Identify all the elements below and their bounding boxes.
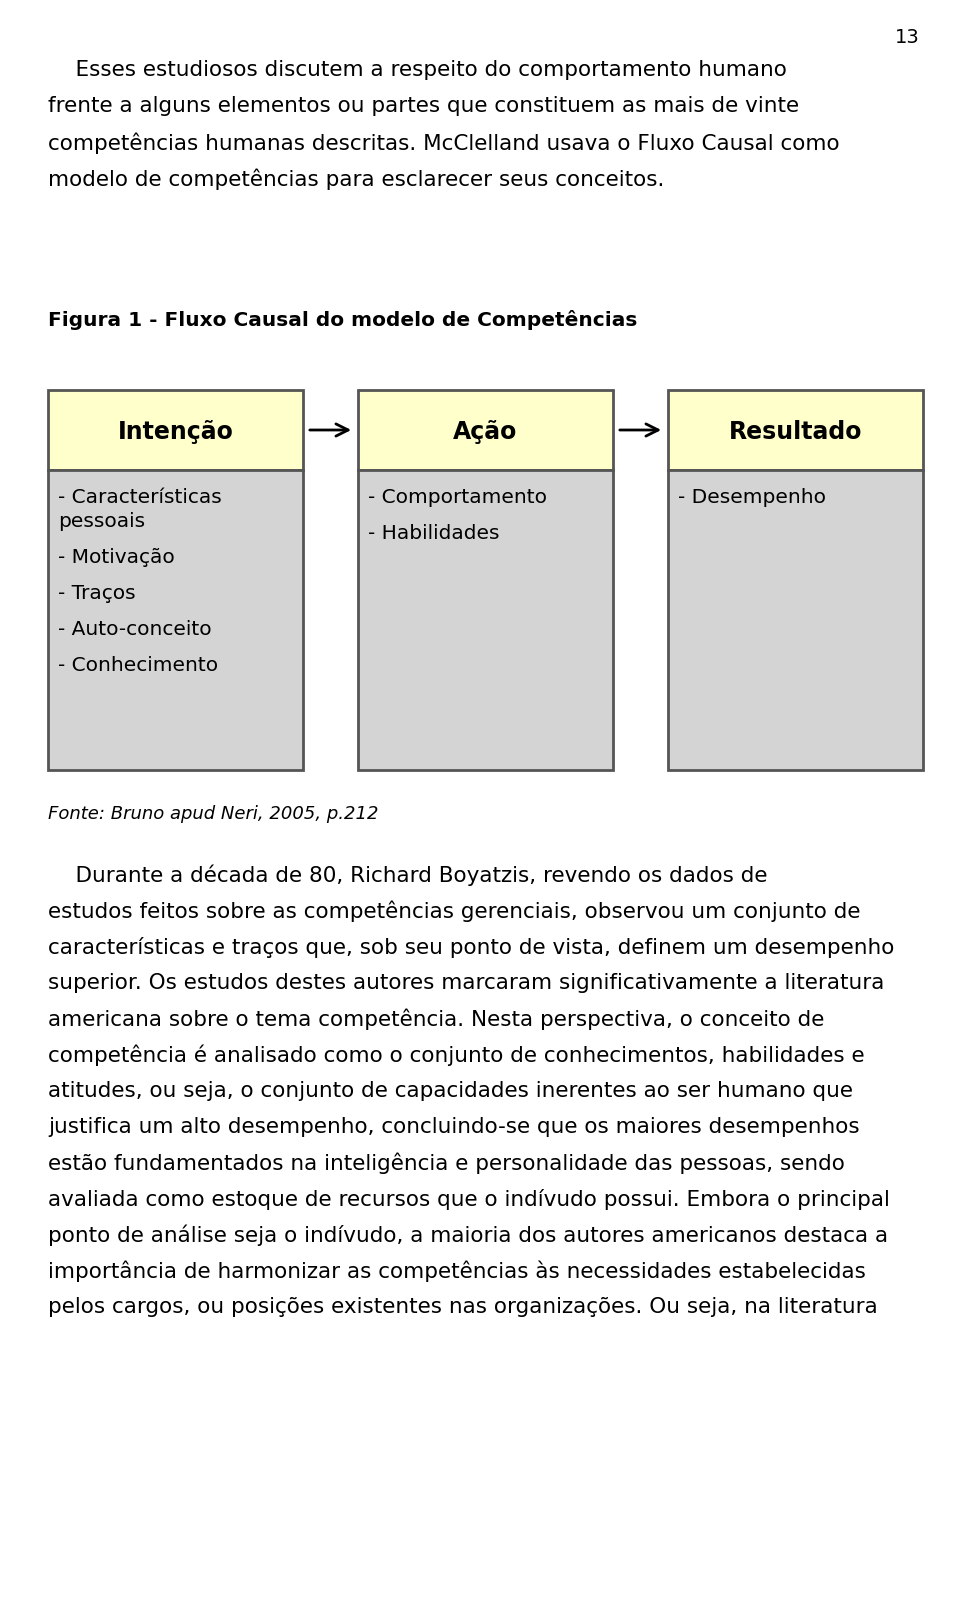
Text: atitudes, ou seja, o conjunto de capacidades inerentes ao ser humano que: atitudes, ou seja, o conjunto de capacid… (48, 1082, 853, 1101)
Text: superior. Os estudos destes autores marcaram significativamente a literatura: superior. Os estudos destes autores marc… (48, 972, 884, 993)
Text: 13: 13 (896, 27, 920, 47)
Text: Durante a década de 80, Richard Boyatzis, revendo os dados de: Durante a década de 80, Richard Boyatzis… (48, 865, 767, 887)
Text: estudos feitos sobre as competências gerenciais, observou um conjunto de: estudos feitos sobre as competências ger… (48, 902, 860, 922)
Text: Fonte: Bruno apud Neri, 2005, p.212: Fonte: Bruno apud Neri, 2005, p.212 (48, 805, 378, 823)
Bar (48, 391, 303, 469)
Bar (358, 469, 613, 770)
Text: ponto de análise seja o indívudo, a maioria dos autores americanos destaca a: ponto de análise seja o indívudo, a maio… (48, 1225, 888, 1247)
Bar (358, 391, 613, 469)
Text: características e traços que, sob seu ponto de vista, definem um desempenho: características e traços que, sob seu po… (48, 937, 895, 958)
Text: - Habilidades: - Habilidades (368, 524, 499, 543)
Text: - Desempenho: - Desempenho (678, 489, 826, 506)
Text: - Traços: - Traços (58, 583, 135, 603)
Text: pelos cargos, ou posições existentes nas organizações. Ou seja, na literatura: pelos cargos, ou posições existentes nas… (48, 1297, 877, 1318)
Text: americana sobre o tema competência. Nesta perspectiva, o conceito de: americana sobre o tema competência. Nest… (48, 1009, 825, 1030)
Text: - Conhecimento: - Conhecimento (58, 656, 218, 675)
Text: avaliada como estoque de recursos que o indívudo possui. Embora o principal: avaliada como estoque de recursos que o … (48, 1189, 890, 1210)
Text: - Características: - Características (58, 489, 222, 506)
Text: Esses estudiosos discutem a respeito do comportamento humano: Esses estudiosos discutem a respeito do … (48, 59, 787, 80)
Text: modelo de competências para esclarecer seus conceitos.: modelo de competências para esclarecer s… (48, 169, 664, 190)
Text: frente a alguns elementos ou partes que constituem as mais de vinte: frente a alguns elementos ou partes que … (48, 96, 799, 116)
Text: Figura 1 - Fluxo Causal do modelo de Competências: Figura 1 - Fluxo Causal do modelo de Com… (48, 310, 637, 329)
Text: - Motivação: - Motivação (58, 548, 175, 567)
Text: competência é analisado como o conjunto de conhecimentos, habilidades e: competência é analisado como o conjunto … (48, 1045, 865, 1067)
Bar (48, 469, 303, 770)
Text: Ação: Ação (453, 419, 517, 444)
Text: estão fundamentados na inteligência e personalidade das pessoas, sendo: estão fundamentados na inteligência e pe… (48, 1152, 845, 1175)
Bar (668, 469, 923, 770)
Bar (668, 391, 923, 469)
Text: justifica um alto desempenho, concluindo-se que os maiores desempenhos: justifica um alto desempenho, concluindo… (48, 1117, 859, 1138)
Text: competências humanas descritas. McClelland usava o Fluxo Causal como: competências humanas descritas. McClella… (48, 132, 840, 154)
Text: Intenção: Intenção (117, 419, 233, 444)
Text: - Auto-conceito: - Auto-conceito (58, 620, 211, 640)
Text: pessoais: pessoais (58, 513, 145, 530)
Text: importância de harmonizar as competências às necessidades estabelecidas: importância de harmonizar as competência… (48, 1261, 866, 1282)
Text: - Comportamento: - Comportamento (368, 489, 547, 506)
Text: Resultado: Resultado (729, 419, 862, 444)
